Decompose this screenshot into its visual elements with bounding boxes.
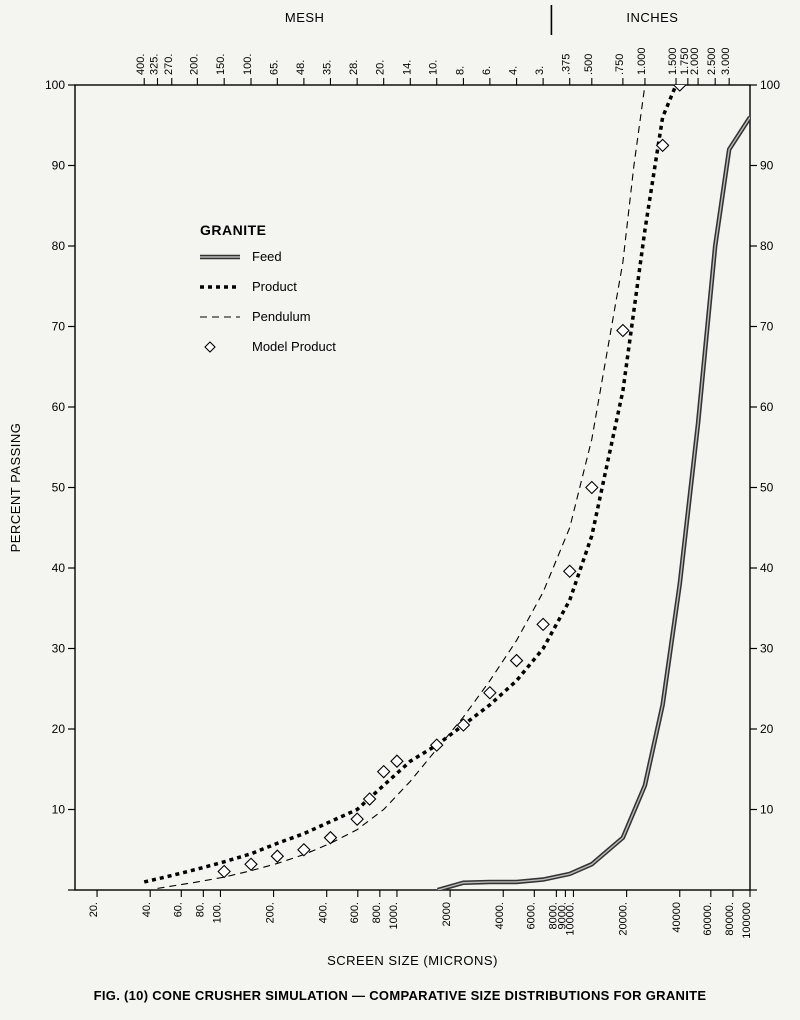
x-tick-label: 1000.	[388, 902, 400, 930]
model-product-marker	[245, 858, 257, 870]
x-tick-label: 4000.	[494, 902, 506, 930]
y-tick-label: 100	[45, 78, 65, 92]
x-tick-label: 80000.	[724, 902, 736, 936]
top-tick-label: 28.	[348, 60, 360, 75]
y-axis-title: PERCENT PASSING	[8, 423, 23, 553]
y-tick-label-right: 80	[760, 239, 774, 253]
x-tick-label: 6000.	[525, 902, 537, 930]
top-tick-label: 14.	[401, 60, 413, 75]
top-tick-label: 400.	[135, 54, 147, 75]
model-product-marker	[657, 139, 669, 151]
top-tick-label: 1.000	[636, 47, 648, 75]
top-tick-label: 2.500	[706, 47, 718, 75]
top-tick-label: 35.	[321, 60, 333, 75]
y-tick-label-right: 40	[760, 561, 774, 575]
model-product-marker	[324, 832, 336, 844]
x-tick-label: 400.	[318, 902, 330, 923]
top-tick-label: 325.	[148, 54, 160, 75]
y-tick-label: 40	[52, 561, 66, 575]
top-tick-label: .500	[583, 54, 595, 75]
y-tick-label: 10	[52, 803, 66, 817]
y-tick-label: 30	[52, 642, 66, 656]
y-tick-label: 80	[52, 239, 66, 253]
model-product-marker	[586, 482, 598, 494]
x-tick-label: 10000.	[564, 902, 576, 936]
legend-title: GRANITE	[200, 222, 267, 238]
y-tick-label-right: 30	[760, 642, 774, 656]
model-product-marker	[537, 618, 549, 630]
y-tick-label-right: 90	[760, 159, 774, 173]
top-tick-label: 2.000	[689, 47, 701, 75]
y-tick-label-right: 70	[760, 320, 774, 334]
x-tick-label: 60.	[172, 902, 184, 917]
model-product-marker	[484, 687, 496, 699]
x-tick-label: 200.	[265, 902, 277, 923]
top-tick-label: 3.	[534, 66, 546, 75]
series-product	[144, 85, 676, 882]
y-tick-label-right: 10	[760, 803, 774, 817]
top-tick-label: 150.	[215, 54, 227, 75]
y-tick-label: 50	[52, 481, 66, 495]
x-tick-label: 600.	[349, 902, 361, 923]
top-tick-label: 100.	[242, 54, 254, 75]
top-tick-label: 20.	[375, 60, 387, 75]
x-tick-label: 800.	[371, 902, 383, 923]
x-tick-label: 40.	[141, 902, 153, 917]
legend-item-label: Model Product	[252, 339, 336, 354]
legend-item-label: Pendulum	[252, 309, 311, 324]
top-tick-label: 4.	[508, 66, 520, 75]
x-tick-label: 2000	[441, 902, 453, 926]
y-tick-label-right: 100	[760, 78, 780, 92]
y-tick-label: 60	[52, 400, 66, 414]
top-tick-label: 48.	[295, 60, 307, 75]
top-tick-label: 65.	[268, 60, 280, 75]
top-tick-label: 270.	[163, 54, 175, 75]
y-tick-label-right: 60	[760, 400, 774, 414]
x-tick-label: 60000.	[702, 902, 714, 936]
model-product-marker	[617, 325, 629, 337]
top-tick-label: .375	[561, 54, 573, 75]
chart-svg: 10 10 20 20 30 30 40 40 50 50 60 60 70 70 80 80 90 90 100 1…	[0, 0, 800, 1020]
model-product-marker	[271, 850, 283, 862]
top-tick-label: 3.000	[720, 47, 732, 75]
model-product-marker	[564, 565, 576, 577]
model-product-marker	[391, 755, 403, 767]
top-tick-label: 10.	[428, 60, 440, 75]
series-feed-inner	[438, 117, 750, 890]
top-tick-label: 8.	[454, 66, 466, 75]
x-tick-label: 20000.	[618, 902, 630, 936]
series-feed	[438, 117, 750, 890]
model-product-marker	[298, 844, 310, 856]
legend-item-label: Feed	[252, 249, 282, 264]
y-tick-label: 90	[52, 159, 66, 173]
x-axis-title: SCREEN SIZE (MICRONS)	[327, 953, 498, 968]
x-tick-label: 80.	[194, 902, 206, 917]
model-product-marker	[511, 655, 523, 667]
y-tick-label-right: 50	[760, 481, 774, 495]
model-product-marker	[351, 813, 363, 825]
series-pendulum	[157, 85, 644, 888]
figure-caption: FIG. (10) CONE CRUSHER SIMULATION — COMP…	[94, 988, 707, 1003]
top-section-mesh: MESH	[285, 10, 325, 25]
x-tick-label: 20.	[88, 902, 100, 917]
top-tick-label: 1.500	[667, 47, 679, 75]
y-tick-label: 70	[52, 320, 66, 334]
top-tick-label: 6.	[481, 66, 493, 75]
x-tick-label: 100.	[211, 902, 223, 923]
y-tick-label-right: 20	[760, 722, 774, 736]
top-section-inches: INCHES	[626, 10, 678, 25]
top-tick-label: .750	[614, 54, 626, 75]
legend-item-label: Product	[252, 279, 297, 294]
x-tick-label: 100000	[741, 902, 753, 939]
top-tick-label: 200.	[188, 54, 200, 75]
model-product-marker	[378, 766, 390, 778]
x-tick-label: 40000	[671, 902, 683, 933]
y-tick-label: 20	[52, 722, 66, 736]
